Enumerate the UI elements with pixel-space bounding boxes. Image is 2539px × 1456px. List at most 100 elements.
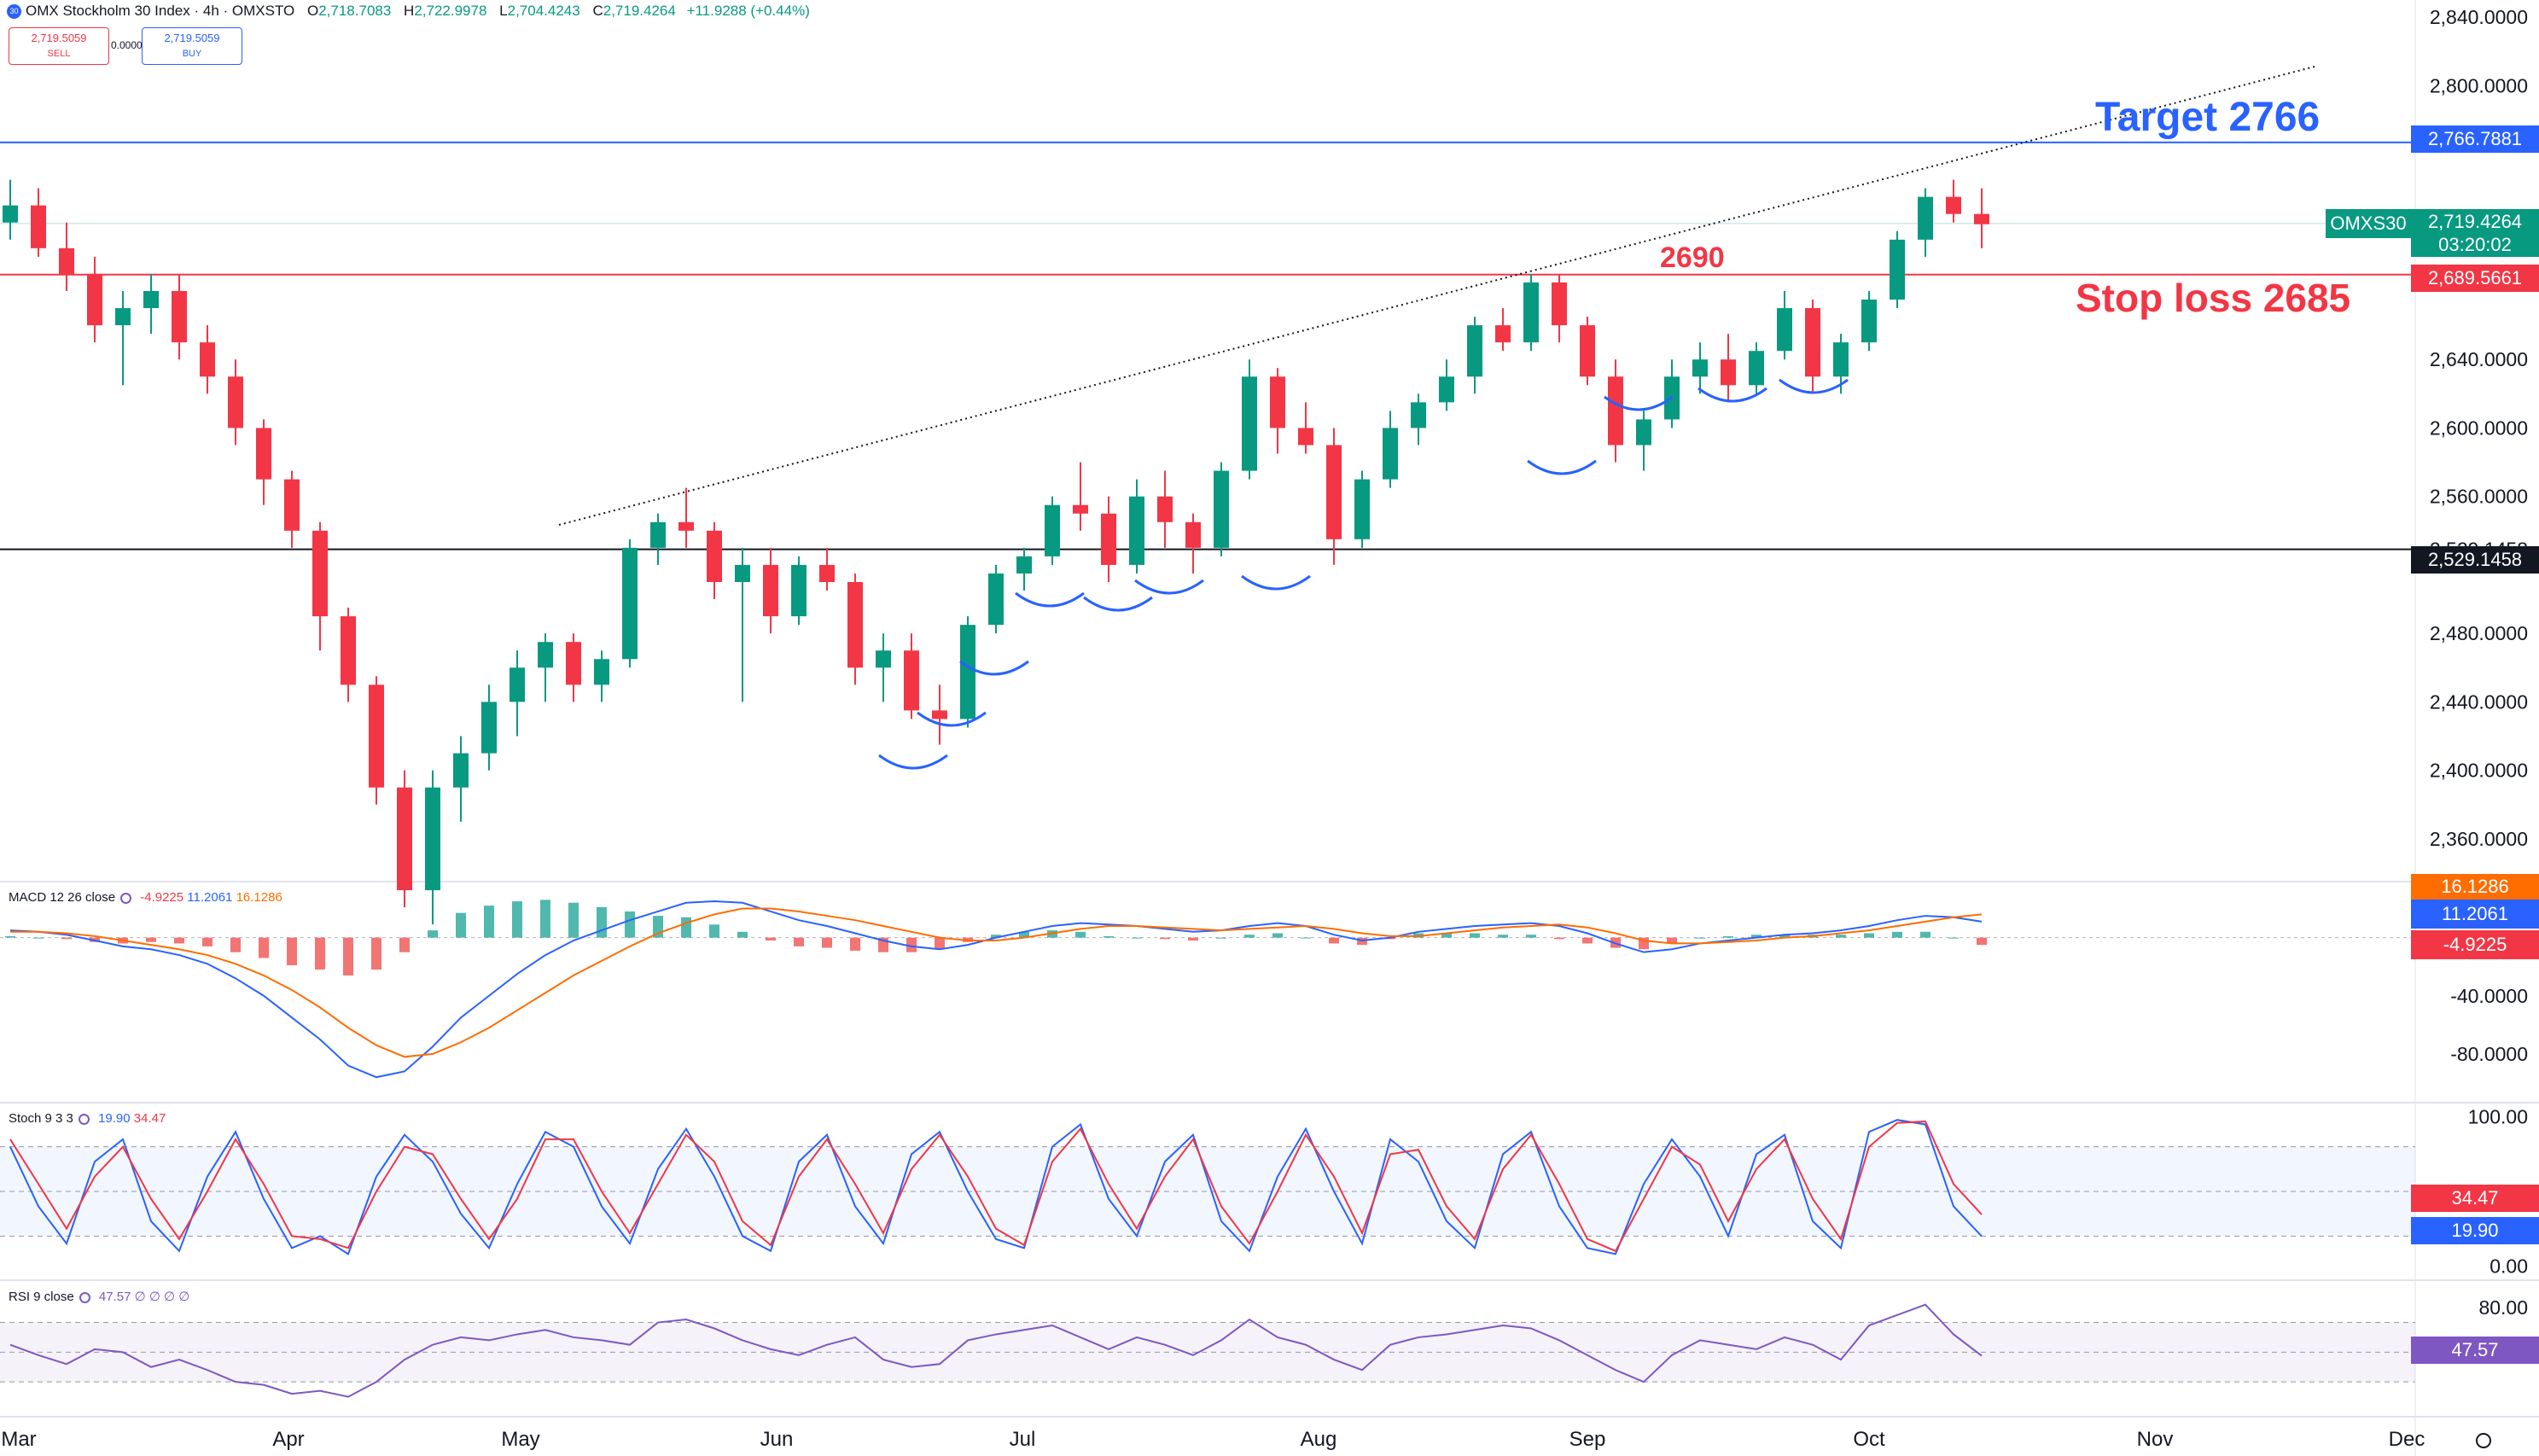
- candle-body: [1777, 308, 1792, 352]
- candle-body: [1073, 504, 1088, 514]
- macd-hist-bar: [1667, 937, 1677, 944]
- countdown-tag: 03:20:02: [2411, 233, 2539, 257]
- buy-label: BUY: [182, 49, 202, 59]
- price-pane[interactable]: [0, 66, 2415, 925]
- last-price-tag: 2,719.4264: [2411, 209, 2539, 235]
- buy-price: 2,719.5059: [164, 32, 220, 44]
- candle-body: [200, 342, 215, 377]
- stoch-settings-icon[interactable]: [78, 1113, 90, 1125]
- macd-hist-bar: [1216, 937, 1226, 939]
- stoch-legend[interactable]: Stoch 9 3 3 19.90 34.47: [9, 1111, 166, 1126]
- macd-hist-bar: [1441, 933, 1452, 938]
- macd-hist-bar: [343, 937, 353, 976]
- macd-hist-bar: [428, 930, 438, 938]
- ohlc-high: 2,722.9978: [414, 3, 487, 19]
- level-2690-annotation: 2690: [1660, 242, 1725, 274]
- candle-body: [453, 753, 469, 788]
- macd-hist-bar: [146, 937, 156, 942]
- candle-body: [876, 650, 891, 668]
- candle-body: [1861, 300, 1877, 343]
- macd-hist-bar: [5, 935, 15, 938]
- buy-button[interactable]: 2,719.5059 BUY: [142, 27, 242, 65]
- rsi-tick-label: 80.00: [2478, 1296, 2528, 1319]
- macd-hist-bar: [1019, 931, 1029, 938]
- ohlc-close-label: C: [592, 3, 603, 19]
- support-arc: [1134, 579, 1204, 595]
- time-tick-label: May: [501, 1428, 539, 1451]
- candle-body: [59, 248, 74, 274]
- stop-price-tag: 2,689.5661: [2411, 265, 2539, 292]
- macd-pane[interactable]: [0, 900, 2415, 1079]
- candle-body: [650, 521, 666, 548]
- stoch-k-tag: 19.90: [2411, 1217, 2539, 1244]
- stoch-legend-d: 34.47: [133, 1111, 166, 1126]
- candle-body: [791, 564, 807, 617]
- macd-hist-bar: [991, 935, 1001, 938]
- sell-label: SELL: [47, 49, 71, 59]
- candle-body: [1608, 376, 1623, 446]
- time-tick-label: Jul: [1010, 1428, 1036, 1451]
- symbol-title[interactable]: OMX Stockholm 30 Index · 4h · OMXSTO: [26, 3, 295, 19]
- macd-hist-bar: [1132, 937, 1142, 939]
- macd-settings-icon[interactable]: [120, 892, 132, 904]
- stoch-k-line: [9, 1119, 1983, 1255]
- candle-body: [1692, 359, 1708, 377]
- rsi-pane[interactable]: [0, 1303, 2415, 1398]
- macd-line-tag: 11.2061: [2411, 900, 2539, 929]
- candle-body: [1523, 282, 1539, 343]
- ohlc-close: 2,719.4264: [603, 3, 676, 19]
- candle-body: [594, 659, 609, 685]
- support-arc: [1698, 387, 1767, 403]
- candle-body: [678, 521, 694, 531]
- macd-hist-bar: [568, 902, 579, 938]
- macd-hist-bar: [1864, 933, 1874, 938]
- candle-body: [1833, 342, 1849, 377]
- macd-hist-bar: [61, 937, 72, 940]
- macd-hist-bar: [1301, 937, 1311, 939]
- candle-body: [397, 787, 412, 891]
- candle-body: [172, 290, 187, 343]
- rsi-legend[interactable]: RSI 9 close 47.57 ∅ ∅ ∅ ∅: [9, 1289, 189, 1304]
- time-axis[interactable]: Mar Apr May Jun Jul Aug Sep Oct Nov Dec: [1, 1428, 2491, 1451]
- support-arc: [1015, 591, 1085, 608]
- candle-body: [1636, 419, 1651, 446]
- time-tick-label: Sep: [1569, 1428, 1606, 1451]
- candle-body: [115, 308, 131, 326]
- rsi-settings-icon[interactable]: [79, 1291, 90, 1303]
- candle-body: [1552, 282, 1567, 326]
- time-tick-label: Oct: [1853, 1428, 1885, 1451]
- candle-body: [1242, 376, 1257, 471]
- candle-body: [1185, 521, 1201, 548]
- candle-body: [284, 479, 300, 531]
- macd-hist-bar: [850, 937, 860, 951]
- time-tick-label: Apr: [272, 1428, 304, 1451]
- macd-legend[interactable]: MACD 12 26 close -4.9225 11.2061 16.1286: [9, 890, 282, 905]
- candle-body: [1411, 402, 1426, 428]
- candle-body: [1045, 504, 1060, 556]
- time-tick-label: Dec: [2389, 1428, 2425, 1451]
- candle-body: [1918, 196, 1933, 240]
- support-arc: [1083, 596, 1153, 612]
- time-tick-label: Jun: [760, 1428, 794, 1451]
- price-tick-label: 2,800.0000: [2430, 74, 2528, 96]
- sell-button[interactable]: 2,719.5059 SELL: [9, 27, 109, 65]
- candle-body: [87, 273, 102, 326]
- macd-hist-bar: [766, 937, 776, 941]
- target-annotation: Target 2766: [2095, 95, 2321, 140]
- candle-body: [31, 205, 46, 248]
- price-tick-label: 2,440.0000: [2430, 690, 2528, 713]
- macd-hist-bar: [399, 937, 410, 952]
- stoch-pane[interactable]: [0, 1119, 2415, 1255]
- change-value: +11.9288 (+0.44%): [686, 3, 810, 19]
- macd-hist-bar: [906, 937, 917, 952]
- macd-hist-bar: [709, 924, 719, 938]
- macd-tick-label: -80.0000: [2450, 1043, 2528, 1065]
- macd-hist-bar: [935, 937, 945, 950]
- candle-body: [1270, 376, 1285, 428]
- price-tick-label: 2,560.0000: [2430, 486, 2528, 508]
- time-tick-label: Aug: [1301, 1428, 1337, 1451]
- candle-body: [481, 702, 497, 754]
- price-tick-label: 2,840.0000: [2430, 6, 2528, 28]
- ohlc-open-label: O: [306, 3, 319, 19]
